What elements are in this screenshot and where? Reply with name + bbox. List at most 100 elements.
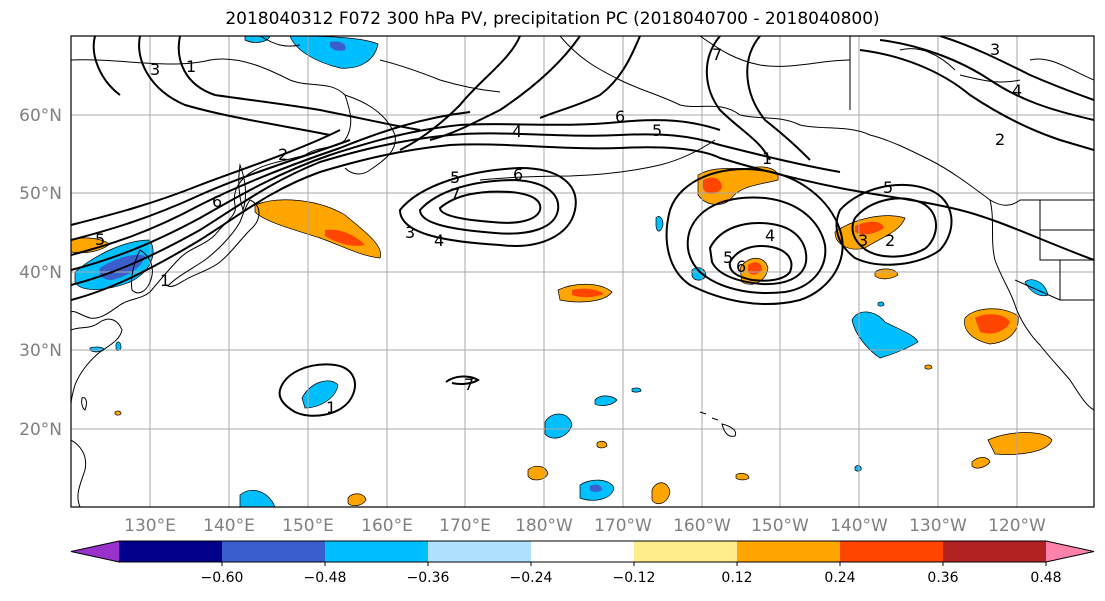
contour-label: 7 (464, 375, 474, 394)
pv-contour-loop (665, 168, 844, 306)
pv-contour (71, 119, 721, 271)
contour-label: 4 (1012, 81, 1022, 100)
precip-region (975, 314, 1010, 334)
contour-label: 2 (885, 231, 895, 250)
contour-label: 5 (883, 178, 893, 197)
colorbar-tick-label: −0.60 (201, 570, 244, 586)
colorbar-tick-label: −0.12 (613, 570, 656, 586)
precip-region (114, 410, 122, 416)
pv-contour (859, 49, 1094, 151)
contour-label: 3 (990, 40, 1000, 59)
precip-region (703, 177, 722, 194)
pv-contour-loop (851, 197, 937, 258)
colorbar-swatch (428, 541, 532, 562)
precip-region (874, 268, 899, 280)
contour-label: 4 (512, 122, 522, 141)
colorbar-swatch (531, 541, 635, 562)
colorbar-swatch (943, 541, 1047, 562)
precip-region (594, 395, 618, 406)
contour-label: 7 (712, 45, 722, 64)
pv-contour (879, 39, 1094, 121)
pv-contour-loop (835, 183, 953, 266)
precip-region (347, 493, 367, 507)
pv-contour (399, 36, 521, 151)
contour-label: 2 (278, 145, 288, 164)
korea-coastline (131, 249, 153, 294)
canadian-islands (899, 48, 1094, 83)
china-coastline (71, 318, 123, 406)
contour-label: 1 (326, 398, 336, 417)
precip-region (655, 216, 664, 232)
pv-contour (71, 139, 351, 241)
colorbar-tick-label: 0.36 (927, 570, 958, 586)
latitude-axis: 60°N 50°N 40°N 30°N 20°N (19, 106, 62, 440)
colorbar-swatch (737, 541, 841, 562)
lon-tick-label: 170°E (439, 516, 491, 536)
north-coast-asia (259, 36, 501, 93)
contour-label: 5 (450, 168, 460, 187)
pv-contour (177, 36, 421, 131)
contour-label: 2 (995, 130, 1005, 149)
precip-region (572, 288, 604, 298)
lon-tick-label: 130°W (909, 516, 967, 536)
colorbar-tick-label: −0.48 (304, 570, 347, 586)
pv-contour (71, 129, 341, 226)
colorbar-tick-label: 0.12 (721, 570, 752, 586)
us-state-lines (1014, 200, 1094, 301)
contour-label: 1 (186, 57, 196, 76)
contour-label: 4 (434, 231, 444, 250)
contour-label: 6 (513, 165, 523, 184)
gridlines (71, 36, 1094, 507)
precip-region (596, 440, 608, 449)
precip-region (325, 229, 365, 246)
pv-contour-loop (278, 363, 356, 417)
colorbar-tick-label: 0.48 (1030, 570, 1061, 586)
precip-region (330, 41, 346, 51)
colorbar-extend-high (1046, 541, 1094, 562)
contour-label: 6 (212, 192, 222, 211)
colorbar-swatch (222, 541, 326, 562)
contour-label: 1 (160, 271, 170, 290)
coastlines (71, 36, 1094, 507)
lon-tick-label: 170°W (594, 516, 652, 536)
lon-tick-label: 140°W (830, 516, 888, 536)
pv-contour (92, 36, 121, 96)
contour-label: 7 (450, 185, 460, 204)
contour-label: 3 (150, 60, 160, 79)
precip-region (987, 432, 1053, 455)
pv-contour-loop (728, 245, 793, 282)
japan-coastline (167, 199, 260, 287)
precip-region (854, 465, 862, 472)
colorbar-extend-low (71, 541, 119, 562)
lon-tick-label: 150°E (282, 516, 334, 536)
taiwan-coastline (81, 397, 87, 411)
map-title: 2018040312 F072 300 hPa PV, precipitatio… (225, 9, 880, 29)
lon-tick-label: 160°W (673, 516, 731, 536)
precip-region (851, 311, 919, 359)
lat-tick-label: 30°N (19, 341, 62, 361)
aleutian-islands (479, 139, 716, 181)
pv-contour-loop (418, 178, 560, 235)
lon-tick-label: 180°W (515, 516, 573, 536)
north-america-coastline (989, 199, 1094, 411)
precip-region (631, 387, 642, 393)
alaska-coastline (559, 36, 1094, 206)
contour-label: 5 (652, 121, 662, 140)
precip-region (544, 413, 573, 439)
pv-contour-loop (398, 166, 577, 247)
colorbar-swatch (325, 541, 429, 562)
pv-contour (705, 36, 771, 161)
contour-labels: 3 1 2 6 5 1 3 4 5 6 7 4 6 5 7 1 4 5 6 5 … (95, 40, 1022, 417)
colorbar-swatch (840, 541, 944, 562)
precip-region (289, 36, 379, 69)
lon-tick-label: 160°E (361, 516, 413, 536)
precip-region (855, 221, 884, 235)
pv-contour (539, 36, 641, 119)
pv-contours (71, 36, 1094, 417)
pv-contour (939, 36, 1094, 101)
lat-tick-label: 40°N (19, 263, 62, 283)
precip-region (735, 472, 750, 481)
precip-region (924, 364, 933, 370)
lon-tick-label: 150°W (751, 516, 809, 536)
